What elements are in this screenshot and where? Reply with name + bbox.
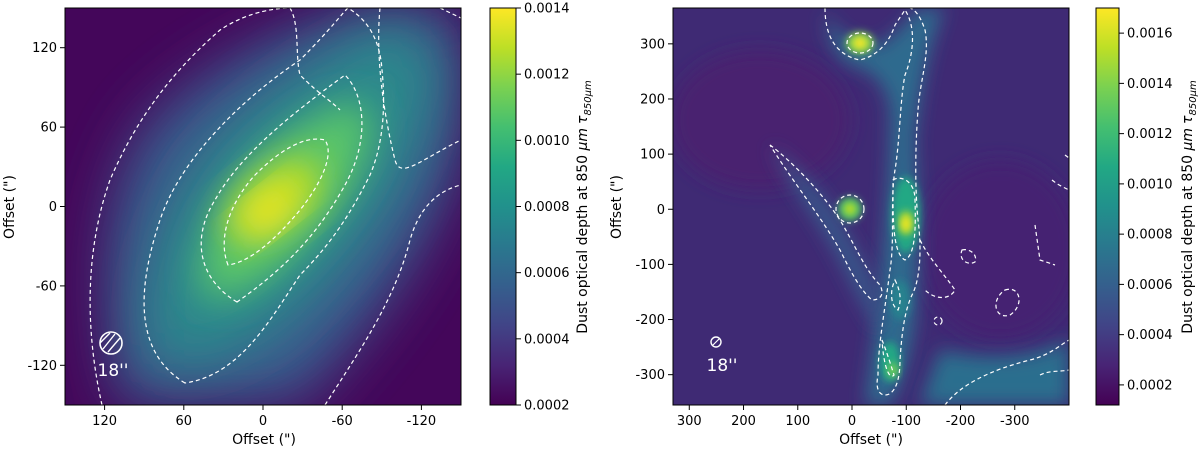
right-beam-label: 18'' [707,356,738,376]
colorbar-tick-label: 0.0012 [1127,127,1173,142]
x-tick-label: 0 [259,414,267,429]
x-tick-label: 100 [785,414,810,429]
x-tick-label: -120 [407,414,437,429]
left-colorbar-ticks: 0.0014 0.0012 0.0010 0.0008 0.0006 0.0004 0.00… [516,2,570,414]
colorbar-tick-label: 0.0014 [524,2,570,17]
x-tick-label: 300 [677,414,702,429]
right-colorbar-gradient [1095,7,1120,406]
colorbar-tick-label: 0.0008 [524,200,570,215]
colorbar-tick-label: 0.0014 [1127,77,1173,92]
y-tick-label: 100 [640,148,665,163]
right-y-axis-label: Offset (") [609,175,625,239]
right-heatmap-image [673,8,1069,405]
left-beam-label: 18'' [98,361,129,381]
left-colorbar-label: Dust optical depth at 850 μmτ850μm [575,80,594,334]
colorbar-tick-label: 0.0016 [1127,27,1173,42]
y-tick-label: -60 [36,279,57,294]
left-y-axis-label: Offset (") [2,175,18,239]
y-tick-label: 300 [640,37,665,52]
right-axes-frame [672,7,1070,406]
right-colorbar: 0.0016 0.0014 0.0012 0.0010 0.0008 0.0006 0.00… [1095,7,1199,406]
left-colorbar: 0.0014 0.0012 0.0010 0.0008 0.0006 0.0004 0.00… [489,2,594,414]
right-beam-circle [710,336,722,348]
x-tick-label: -100 [892,414,922,429]
colorbar-tick-label: 0.0002 [1127,378,1173,393]
colorbar-tick-label: 0.0012 [524,68,570,83]
x-tick-label: 200 [731,414,756,429]
x-tick-label: 60 [176,414,193,429]
x-tick-label: -60 [332,414,353,429]
y-tick-label: 200 [640,92,665,107]
colorbar-tick-label: 0.0008 [1127,228,1173,243]
x-tick-label: 0 [848,414,856,429]
right-contours [769,8,1069,405]
x-tick-label: 120 [92,414,117,429]
left-axis-ticks: 120 60 0 -60 -120 120 60 0 -60 -120 [27,41,436,429]
colorbar-tick-label: 0.0010 [1127,177,1173,192]
y-tick-label: 0 [657,203,665,218]
y-tick-label: -300 [635,368,665,383]
colorbar-tick-label: 0.0010 [524,134,570,149]
left-heatmap-panel: 18'' 120 60 0 -60 -120 120 60 0 -60 -120 Offset (… [2,7,462,448]
right-x-axis-label: Offset (") [839,432,903,448]
right-axis-ticks: 300 200 100 0 -100 -200 -300 300 200 100 0 -100 -200… [635,37,1029,429]
colorbar-tick-label: 0.0004 [1127,328,1173,343]
left-contours [89,8,461,405]
y-tick-label: 60 [40,121,57,136]
x-tick-label: -300 [1000,414,1030,429]
left-heatmap-image [65,8,461,405]
y-tick-label: -200 [635,313,665,328]
x-tick-label: -200 [946,414,976,429]
left-beam-hatch [99,332,121,353]
y-tick-label: 120 [32,41,57,56]
y-tick-label: -120 [27,359,57,374]
left-x-axis-label: Offset (") [232,432,296,448]
right-beam-hatch [712,338,720,346]
colorbar-tick-label: 0.0006 [1127,278,1173,293]
right-heatmap-panel: 18'' 300 200 100 0 -100 -200 -300 300 200 100 0 -10… [609,7,1070,448]
colorbar-tick-label: 0.0004 [524,332,570,347]
colorbar-tick-label: 0.0006 [524,266,570,281]
right-colorbar-ticks: 0.0016 0.0014 0.0012 0.0010 0.0008 0.0006 0.00… [1119,27,1173,393]
right-colorbar-label: Dust optical depth at 850 μmτ850μm [1180,80,1199,334]
y-tick-label: -100 [635,258,665,273]
colorbar-tick-label: 0.0002 [524,399,570,414]
left-colorbar-gradient [489,7,517,406]
y-tick-label: 0 [49,200,57,215]
